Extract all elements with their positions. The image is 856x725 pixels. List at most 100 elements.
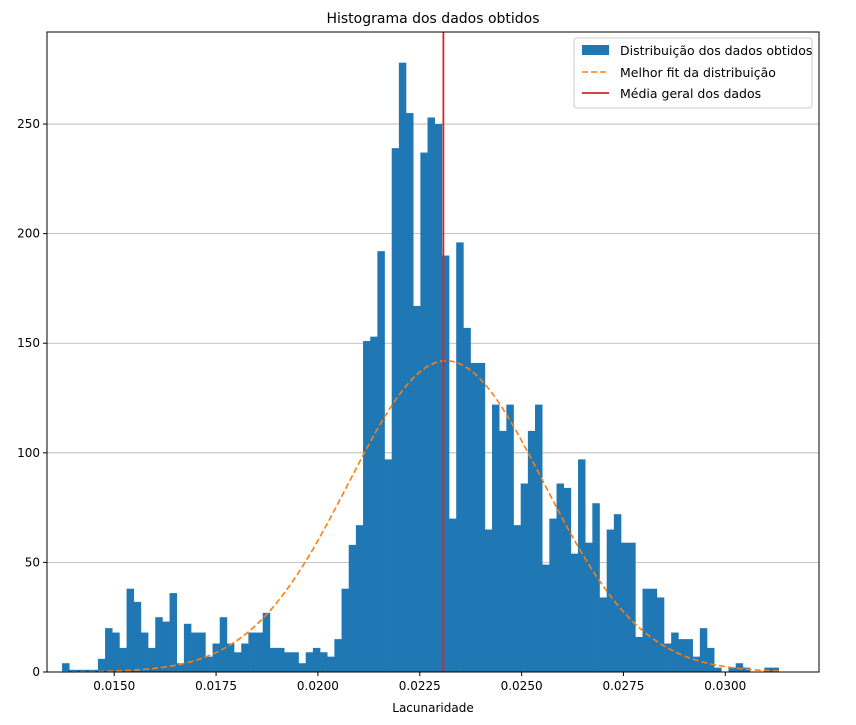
legend-label-fit: Melhor fit da distribuição [620, 65, 776, 80]
histogram-bar [255, 632, 264, 672]
histogram-bar [771, 667, 779, 672]
histogram-bar [341, 588, 350, 672]
histogram-bar [248, 632, 256, 672]
histogram-bar [592, 503, 600, 672]
histogram-bar [119, 647, 127, 672]
histogram-bar [764, 667, 772, 672]
histogram-bar [83, 669, 92, 672]
histogram-bar [162, 621, 170, 672]
histogram-bar [463, 327, 471, 672]
histogram-bar [320, 652, 328, 672]
histogram-bar [112, 632, 120, 672]
histogram-bar [327, 656, 335, 672]
y-tick-label: 50 [25, 555, 40, 569]
histogram-bar [155, 617, 163, 672]
fit-curve-layer [62, 359, 779, 673]
histogram-bar [291, 652, 299, 672]
legend-label-histogram: Distribuição dos dados obtidos [620, 43, 812, 58]
histogram-bar [635, 636, 643, 672]
histogram-bar [613, 514, 622, 672]
histogram-bar [176, 663, 185, 672]
histogram-bar [649, 588, 658, 672]
histogram-bar [642, 588, 650, 672]
x-tick-label: 0.0250 [501, 679, 543, 693]
x-tick-label: 0.0275 [602, 679, 644, 693]
histogram-bar [269, 647, 278, 672]
histogram-bar [420, 152, 428, 672]
histogram-bar [606, 529, 615, 672]
histogram-bar [140, 632, 149, 672]
histogram-bar [234, 652, 242, 672]
histogram-bar [62, 663, 70, 672]
histogram-bar [219, 617, 228, 672]
histogram-bar [76, 669, 84, 672]
x-tick-label: 0.0200 [297, 679, 339, 693]
histogram-bar [735, 663, 744, 672]
histogram-bar [585, 542, 593, 672]
histogram-bar [477, 362, 486, 672]
histogram-bar [621, 542, 629, 672]
legend-box [573, 37, 813, 109]
fit-curve [62, 359, 779, 673]
histogram-bar [563, 487, 572, 672]
histogram-bar [692, 656, 701, 672]
histogram-bar [527, 430, 536, 672]
histogram-bar [262, 612, 271, 672]
histogram-bar [205, 656, 213, 672]
histogram-bar [133, 601, 142, 672]
histogram-bar [556, 483, 564, 672]
histogram-bar [126, 588, 135, 672]
y-tick-label: 0 [32, 665, 40, 679]
histogram-bar [198, 632, 206, 672]
chart-title: Histograma dos dados obtidos [326, 11, 539, 27]
x-tick-label: 0.0150 [93, 679, 135, 693]
histogram-bar [226, 643, 235, 672]
histogram-bar [348, 544, 357, 672]
histogram-bar [312, 647, 321, 672]
histogram-bar [535, 404, 543, 672]
histogram-bar [570, 553, 579, 672]
y-tick-label: 150 [17, 336, 40, 350]
histogram-bar [69, 669, 77, 672]
histogram-bar [305, 652, 314, 672]
histogram-bar [277, 647, 285, 672]
histogram-bar [169, 593, 178, 672]
histogram-bar [599, 597, 607, 672]
histogram-bar [470, 362, 478, 672]
legend-label-mean: Média geral dos dados [620, 86, 761, 101]
x-tick-label: 0.0300 [704, 679, 746, 693]
histogram-bar [449, 518, 457, 672]
histogram-bar [355, 525, 364, 672]
histogram-bar [520, 483, 529, 672]
histogram-bar [513, 525, 521, 672]
histogram-bar [363, 341, 371, 672]
legend-swatch-histogram [582, 45, 609, 55]
histogram-bar [456, 242, 464, 673]
histogram-bar [699, 628, 708, 672]
histogram-bar [671, 632, 679, 672]
histogram-bar [398, 62, 407, 672]
y-tick-label: 250 [17, 117, 40, 131]
histogram-bar [105, 628, 113, 672]
histogram-bar [148, 647, 156, 672]
chart-legend: Distribuição dos dados obtidos Melhor fi… [573, 37, 813, 109]
histogram-bar [427, 117, 436, 673]
histogram-bar [183, 623, 192, 672]
histogram-bar [492, 404, 500, 672]
x-tick-label: 0.0175 [195, 679, 237, 693]
histogram-bar [578, 459, 586, 672]
histogram-bar [298, 663, 307, 672]
histogram-bar [484, 529, 493, 672]
histogram-bar [499, 430, 507, 672]
histogram-bar [707, 647, 715, 672]
y-tick-label: 100 [17, 446, 40, 460]
histogram-bars [62, 62, 779, 673]
histogram-bar [628, 542, 636, 672]
x-axis-ticks: 0.0150 0.0175 0.0200 0.0225 0.0250 0.0275 0.03… [93, 672, 746, 693]
histogram-bar [685, 639, 693, 672]
histogram-bar [384, 459, 393, 672]
histogram-bar [191, 632, 199, 672]
plot-frame [46, 31, 820, 673]
x-axis-label: Lacunaridade [392, 701, 473, 715]
